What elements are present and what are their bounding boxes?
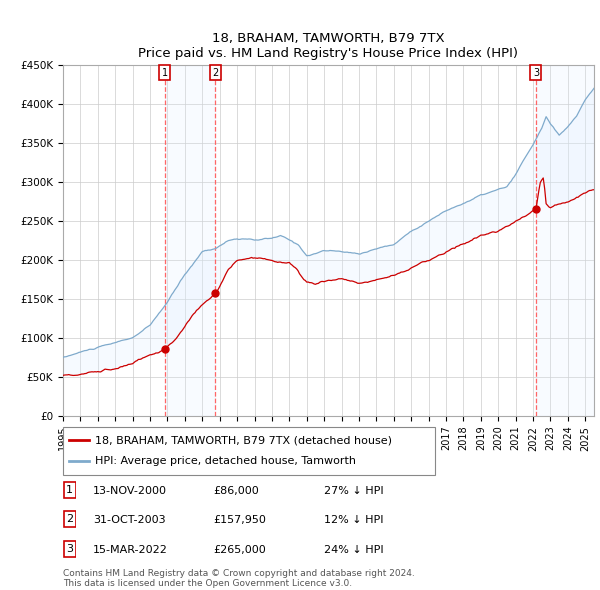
Text: £265,000: £265,000 xyxy=(213,545,266,555)
Text: 18, BRAHAM, TAMWORTH, B79 7TX (detached house): 18, BRAHAM, TAMWORTH, B79 7TX (detached … xyxy=(95,435,392,445)
Text: 2: 2 xyxy=(212,68,218,78)
Text: 1: 1 xyxy=(161,68,167,78)
Text: Contains HM Land Registry data © Crown copyright and database right 2024.
This d: Contains HM Land Registry data © Crown c… xyxy=(63,569,415,588)
Text: £157,950: £157,950 xyxy=(213,516,266,525)
Text: 27% ↓ HPI: 27% ↓ HPI xyxy=(324,486,383,496)
Bar xyxy=(536,65,594,416)
Text: 15-MAR-2022: 15-MAR-2022 xyxy=(93,545,168,555)
Text: 3: 3 xyxy=(66,544,73,553)
Text: 2: 2 xyxy=(66,514,73,524)
Text: 24% ↓ HPI: 24% ↓ HPI xyxy=(324,545,383,555)
Text: 3: 3 xyxy=(533,68,539,78)
FancyBboxPatch shape xyxy=(63,427,435,475)
Text: 1: 1 xyxy=(66,485,73,494)
Text: £86,000: £86,000 xyxy=(213,486,259,496)
FancyBboxPatch shape xyxy=(64,511,76,527)
Text: 31-OCT-2003: 31-OCT-2003 xyxy=(93,516,166,525)
Bar xyxy=(164,65,215,416)
Text: 13-NOV-2000: 13-NOV-2000 xyxy=(93,486,167,496)
Text: HPI: Average price, detached house, Tamworth: HPI: Average price, detached house, Tamw… xyxy=(95,457,356,467)
Title: 18, BRAHAM, TAMWORTH, B79 7TX
Price paid vs. HM Land Registry's House Price Inde: 18, BRAHAM, TAMWORTH, B79 7TX Price paid… xyxy=(139,32,518,60)
FancyBboxPatch shape xyxy=(64,540,76,557)
Text: 12% ↓ HPI: 12% ↓ HPI xyxy=(324,516,383,525)
FancyBboxPatch shape xyxy=(64,481,76,498)
